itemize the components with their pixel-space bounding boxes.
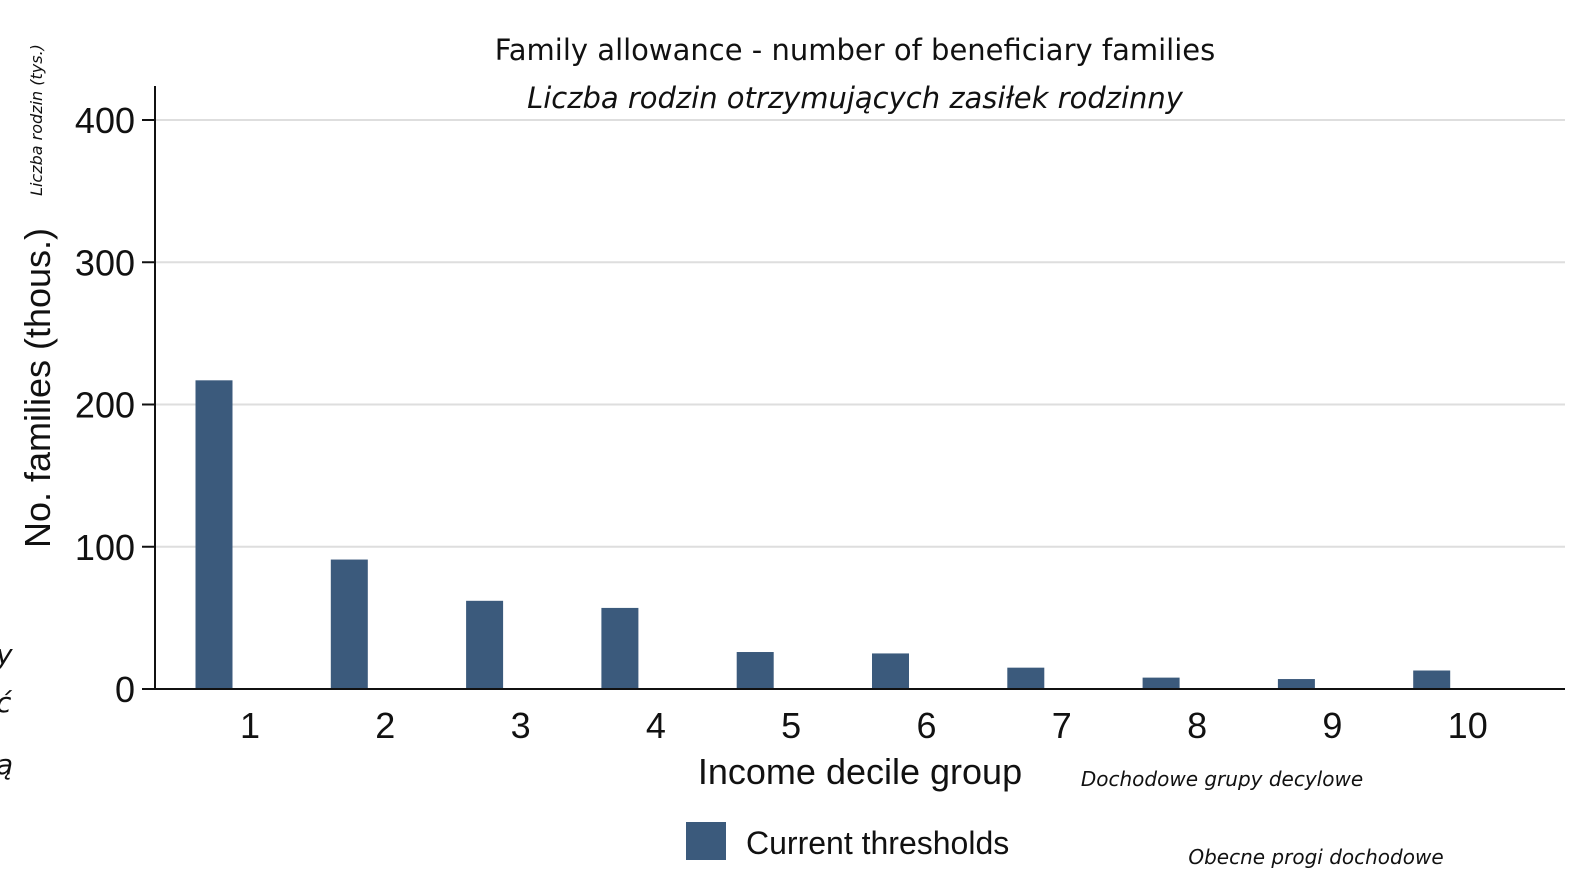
legend-swatch — [686, 822, 726, 860]
x-tick-label: 10 — [1448, 705, 1488, 746]
bar-decile-10 — [1413, 670, 1451, 689]
x-tick-label: 1 — [240, 705, 260, 746]
bar-decile-4 — [601, 607, 639, 689]
cut-off-text-1: y — [0, 638, 13, 671]
bar-decile-2 — [330, 559, 368, 689]
y-axis-title-pl: Liczba rodzin (tys.) — [27, 44, 46, 196]
x-tick-label: 3 — [511, 705, 531, 746]
bar-decile-7 — [1007, 667, 1045, 689]
x-tick-label: 8 — [1187, 705, 1207, 746]
bars — [195, 380, 1451, 689]
x-axis-ticks: 1 2 3 4 5 6 7 8 9 10 — [240, 705, 1488, 746]
legend-label-pl: Obecne progi dochodowe — [1188, 845, 1443, 869]
x-tick-label: 6 — [916, 705, 936, 746]
chart-title: Family allowance - number of beneficiary… — [495, 33, 1215, 67]
cut-off-text-2: ć — [0, 686, 13, 719]
y-tick-label: 200 — [75, 385, 135, 426]
cut-off-text-3: ą — [0, 748, 13, 781]
y-tick-label: 400 — [75, 100, 135, 141]
bar-decile-3 — [466, 600, 504, 689]
bar-decile-8 — [1142, 677, 1180, 689]
gridlines — [155, 119, 1565, 548]
y-tick-label: 0 — [115, 669, 135, 710]
y-tick-label: 100 — [75, 527, 135, 568]
legend-label: Current thresholds — [746, 825, 1009, 861]
x-axis-title-pl: Dochodowe grupy decylowe — [1081, 767, 1363, 791]
y-tick-label: 300 — [75, 242, 135, 283]
x-axis-title: Income decile group — [698, 751, 1022, 792]
bar-decile-5 — [736, 652, 774, 689]
x-tick-label: 5 — [781, 705, 801, 746]
x-tick-label: 9 — [1322, 705, 1342, 746]
chart-subtitle: Liczba rodzin otrzymujących zasiłek rodz… — [527, 81, 1184, 115]
y-axis-ticks: 0 100 200 300 400 — [75, 100, 155, 710]
bar-decile-6 — [872, 653, 909, 689]
x-tick-label: 7 — [1052, 705, 1072, 746]
bar-decile-9 — [1277, 679, 1315, 689]
x-tick-label: 2 — [375, 705, 395, 746]
legend: Current thresholds Obecne progi dochodow… — [686, 822, 1444, 869]
y-axis-title: No. families (thous.) — [17, 228, 58, 548]
bar-decile-1 — [195, 380, 233, 689]
x-tick-label: 4 — [646, 705, 666, 746]
